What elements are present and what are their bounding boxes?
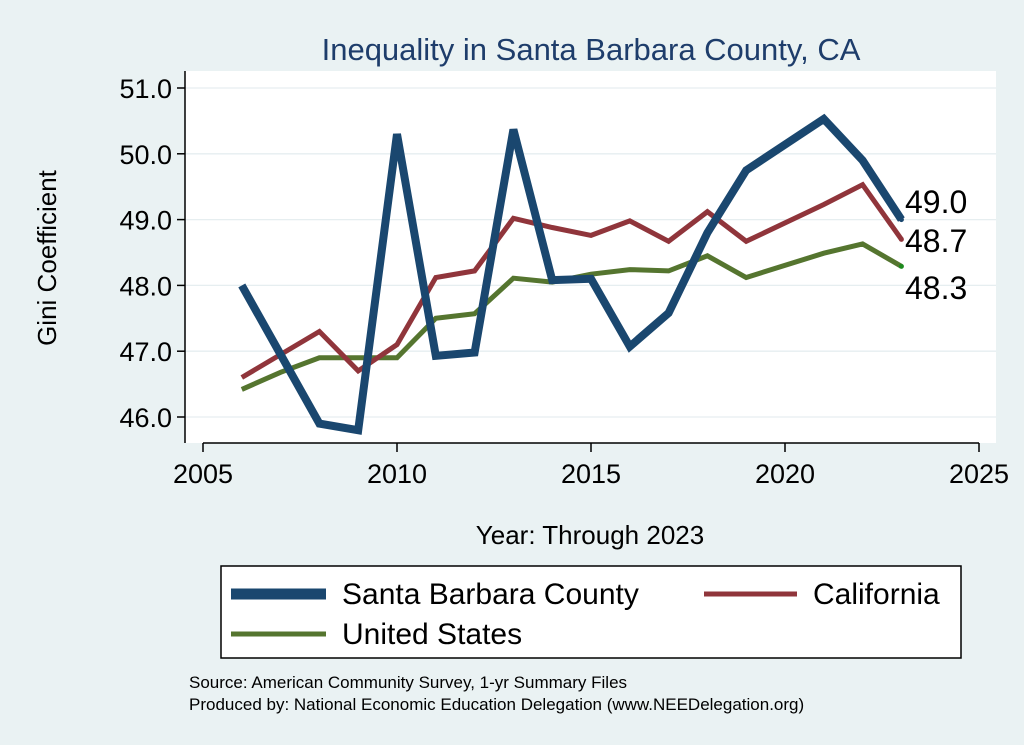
plot-area: [185, 71, 996, 443]
y-tick-label: 46.0: [119, 403, 172, 433]
end-label: 48.7: [905, 223, 967, 259]
y-tick-label: 49.0: [119, 206, 172, 236]
legend-label: United States: [342, 618, 522, 651]
legend-box: [220, 565, 962, 659]
series-end-point: [898, 217, 904, 223]
series-end-point: [898, 236, 904, 242]
y-axis-title: Gini Coefficient: [32, 169, 62, 346]
x-tick-label: 2010: [367, 459, 427, 489]
ticks: 46.0 47.0 48.0 49.0 50.0 51.0 2005 2010 2015 2020…: [119, 74, 1009, 489]
y-tick-label: 51.0: [119, 74, 172, 104]
x-axis-title: Year: Through 2023: [476, 520, 704, 550]
y-tick-label: 47.0: [119, 337, 172, 367]
y-tick-label: 50.0: [119, 140, 172, 170]
series-end-point: [898, 263, 904, 269]
series-line-santa-barbara-county: [238, 113, 905, 435]
series-line-california: [240, 181, 904, 380]
chart-title: Inequality in Santa Barbara County, CA: [322, 32, 861, 67]
x-tick-label: 2025: [949, 459, 1009, 489]
source-note: Source: American Community Survey, 1-yr …: [189, 673, 627, 692]
producer-note: Produced by: National Economic Education…: [189, 695, 804, 714]
x-tick-label: 2020: [755, 459, 815, 489]
legend-label: California: [813, 578, 940, 611]
y-tick-label: 48.0: [119, 271, 172, 301]
end-label: 49.0: [905, 184, 967, 220]
end-labels: 49.048.7 48.3: [905, 184, 967, 306]
series-lines: [238, 113, 905, 435]
x-tick-label: 2005: [173, 459, 233, 489]
end-label: 48.3: [905, 270, 967, 306]
legend: Santa Barbara County California United Sta…: [220, 565, 962, 659]
legend-label: Santa Barbara County: [342, 578, 639, 611]
x-tick-label: 2015: [561, 459, 621, 489]
